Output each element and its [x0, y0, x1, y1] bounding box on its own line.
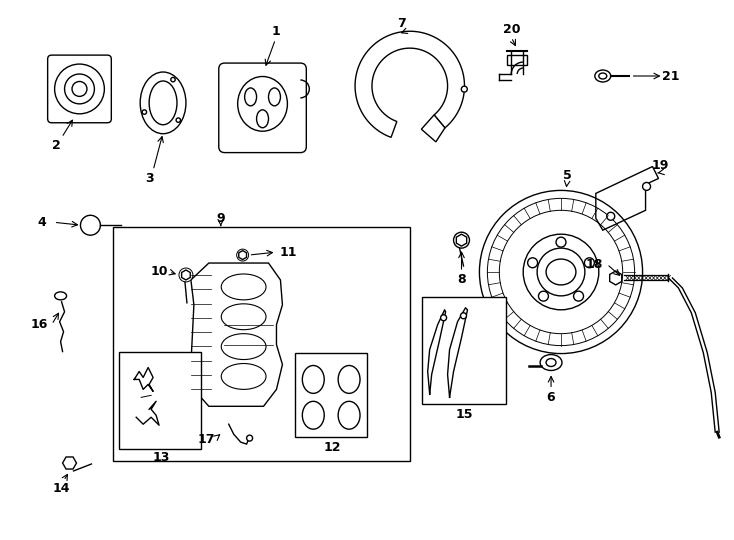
Circle shape [171, 77, 175, 82]
Text: 19: 19 [652, 159, 669, 172]
Bar [113, 227, 410, 461]
Text: 6: 6 [547, 391, 556, 404]
Bar [120, 352, 201, 449]
Circle shape [176, 118, 181, 123]
Ellipse shape [302, 366, 324, 393]
Text: 20: 20 [503, 23, 520, 36]
Ellipse shape [338, 401, 360, 429]
Text: 17: 17 [197, 433, 214, 446]
Circle shape [528, 258, 537, 268]
Bar [422, 297, 506, 404]
Circle shape [236, 249, 249, 261]
FancyBboxPatch shape [48, 55, 112, 123]
Circle shape [549, 260, 573, 284]
Ellipse shape [221, 274, 266, 300]
Ellipse shape [244, 88, 257, 106]
Circle shape [487, 198, 635, 346]
Polygon shape [191, 263, 283, 406]
Ellipse shape [302, 401, 324, 429]
Ellipse shape [338, 366, 360, 393]
Text: 15: 15 [456, 408, 473, 421]
Ellipse shape [140, 72, 186, 134]
Circle shape [479, 191, 642, 354]
FancyBboxPatch shape [219, 63, 306, 153]
Ellipse shape [546, 259, 576, 285]
Circle shape [642, 183, 650, 191]
Text: 4: 4 [37, 216, 46, 229]
Ellipse shape [238, 77, 288, 131]
Ellipse shape [149, 81, 177, 125]
Text: 16: 16 [31, 318, 48, 331]
Ellipse shape [65, 74, 95, 104]
Bar [507, 55, 527, 65]
Circle shape [607, 212, 614, 220]
Text: 21: 21 [661, 70, 679, 83]
Ellipse shape [257, 110, 269, 128]
Text: 18: 18 [585, 258, 603, 271]
Ellipse shape [54, 64, 104, 114]
Circle shape [440, 315, 446, 321]
Text: 10: 10 [150, 266, 168, 279]
Polygon shape [421, 115, 445, 142]
Text: 5: 5 [562, 169, 571, 182]
Text: 2: 2 [52, 139, 61, 152]
Ellipse shape [269, 88, 280, 106]
Circle shape [556, 237, 566, 247]
Ellipse shape [72, 82, 87, 97]
Circle shape [537, 248, 585, 296]
Circle shape [461, 86, 468, 92]
Ellipse shape [540, 355, 562, 370]
Text: 11: 11 [280, 246, 297, 259]
Polygon shape [355, 31, 465, 137]
Ellipse shape [595, 70, 611, 82]
Circle shape [81, 215, 101, 235]
Text: 3: 3 [145, 172, 153, 185]
Circle shape [247, 435, 252, 441]
Ellipse shape [599, 73, 607, 79]
Circle shape [142, 110, 147, 114]
Circle shape [523, 234, 599, 310]
Ellipse shape [54, 292, 67, 300]
Circle shape [179, 268, 193, 282]
Text: 12: 12 [324, 441, 341, 454]
Text: 1: 1 [271, 25, 280, 38]
Circle shape [573, 291, 584, 301]
Text: 8: 8 [457, 273, 466, 286]
Text: 7: 7 [397, 17, 406, 30]
Ellipse shape [221, 304, 266, 330]
Circle shape [539, 291, 548, 301]
Circle shape [454, 232, 470, 248]
Ellipse shape [546, 359, 556, 367]
Text: 9: 9 [217, 212, 225, 225]
Ellipse shape [221, 334, 266, 360]
Bar [295, 353, 367, 437]
Circle shape [499, 210, 622, 334]
Text: 14: 14 [53, 482, 70, 495]
Text: 13: 13 [153, 450, 170, 463]
Ellipse shape [221, 363, 266, 389]
Circle shape [584, 258, 595, 268]
Circle shape [460, 313, 467, 319]
